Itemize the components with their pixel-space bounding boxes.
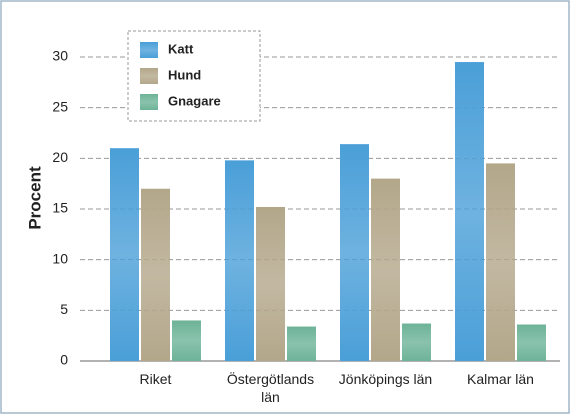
legend-label: Gnagare (168, 93, 221, 108)
y-tick-label: 20 (52, 149, 68, 165)
legend-swatch (140, 94, 158, 110)
y-tick-label: 5 (60, 301, 68, 317)
bar (371, 178, 400, 361)
bar (256, 206, 285, 361)
x-tick-label: Riket (139, 371, 172, 387)
y-tick-label: 15 (52, 200, 68, 216)
bar (402, 323, 431, 361)
bar (172, 320, 201, 361)
bar (110, 148, 139, 361)
bar (340, 144, 369, 361)
y-tick-label: 10 (52, 250, 68, 266)
legend-swatch (140, 68, 158, 84)
x-tick-label: Jönköpings län (338, 371, 433, 387)
bar (455, 62, 484, 362)
legend-swatch (140, 42, 158, 58)
bar (141, 188, 170, 361)
bar (225, 160, 254, 361)
y-tick-label: 0 (60, 352, 68, 368)
y-axis-label: Procent (25, 166, 44, 230)
x-tick-label: Östergötlands län (226, 371, 315, 405)
legend-label: Hund (168, 67, 201, 82)
legend-label: Katt (168, 41, 194, 56)
y-tick-label: 25 (52, 98, 68, 114)
x-tick-label: Kalmar län (467, 371, 534, 387)
bar (517, 324, 546, 361)
bar (287, 326, 316, 361)
y-tick-label: 30 (52, 48, 68, 64)
bar (486, 163, 515, 361)
